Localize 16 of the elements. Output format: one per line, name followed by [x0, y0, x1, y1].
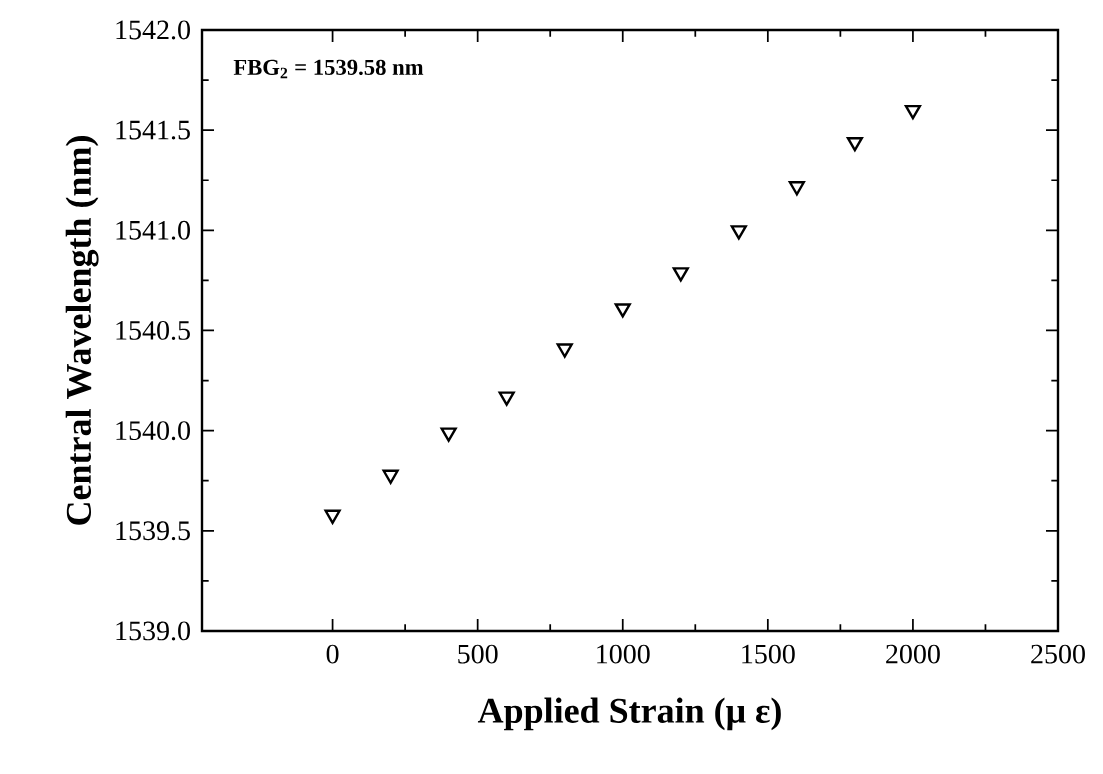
x-axis-title: Applied Strain (μ ε): [477, 697, 781, 731]
x-tick-label: 2000: [886, 644, 940, 664]
y-tick-label: 1542.0: [116, 20, 190, 40]
y-tick-label: 1540.0: [116, 421, 190, 441]
x-tick-label: 2500: [1031, 644, 1085, 664]
x-tick-label: 1500: [742, 644, 795, 664]
y-tick-label: 1539.0: [116, 621, 190, 641]
x-tick-label: 500: [458, 644, 498, 664]
y-tick-label: 1540.5: [116, 320, 190, 340]
y-tick-label: 1539.5: [116, 521, 190, 541]
y-tick-label: 1541.5: [116, 120, 190, 140]
x-tick-label: 1000: [597, 644, 650, 664]
annotation: FBG$_{2}$ = 1539.58 nm: [233, 59, 424, 79]
y-tick-label: 1541.0: [116, 220, 190, 240]
y-axis-title: Central Wavelength (nm): [65, 136, 99, 525]
x-tick-label: 0: [326, 644, 339, 664]
